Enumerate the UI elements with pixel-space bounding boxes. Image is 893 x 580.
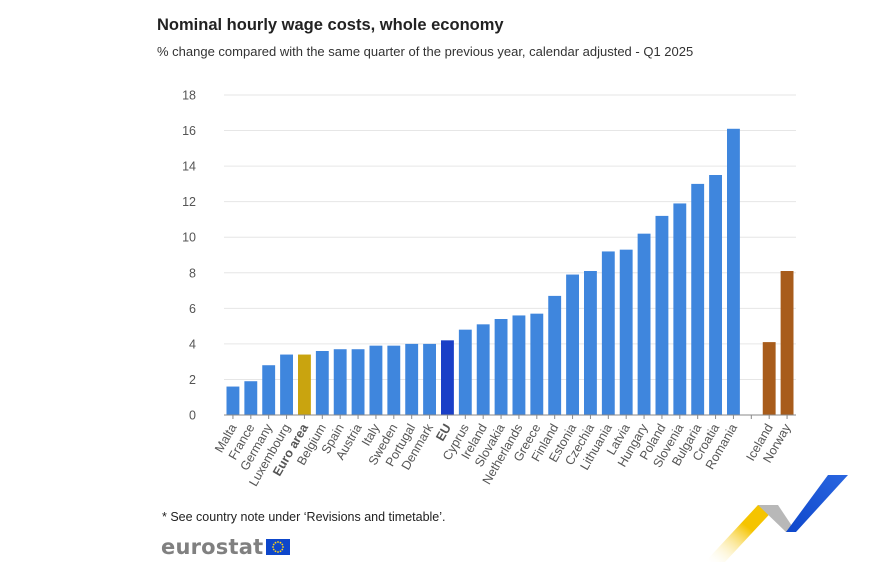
bar-sweden[interactable] bbox=[387, 345, 401, 415]
bar-cyprus[interactable] bbox=[458, 329, 472, 415]
bar-austria[interactable] bbox=[351, 349, 365, 415]
y-tick-label: 14 bbox=[182, 160, 196, 174]
bar-romania[interactable] bbox=[727, 128, 740, 415]
bar-poland[interactable] bbox=[655, 215, 669, 415]
bar-latvia[interactable] bbox=[619, 249, 633, 415]
y-axis-ticks: 0 2 4 6 8 10 12 14 16 18 bbox=[182, 89, 196, 423]
bar-croatia[interactable] bbox=[709, 175, 722, 415]
y-tick-label: 2 bbox=[189, 373, 196, 387]
bar-finland[interactable] bbox=[548, 295, 562, 415]
bar-slovakia[interactable] bbox=[494, 319, 508, 415]
bar-portugal[interactable] bbox=[405, 343, 419, 415]
bar-czechia[interactable] bbox=[584, 271, 597, 415]
bar-norway[interactable] bbox=[780, 271, 794, 415]
bar-eu[interactable] bbox=[441, 340, 454, 415]
bar-luxembourg[interactable] bbox=[280, 354, 293, 415]
y-tick-label: 0 bbox=[189, 409, 196, 423]
bar-france[interactable] bbox=[244, 381, 258, 415]
chart-subtitle: % change compared with the same quarter … bbox=[157, 44, 694, 59]
bar-belgium[interactable] bbox=[315, 351, 329, 415]
bar-hungary[interactable] bbox=[637, 233, 651, 415]
y-tick-label: 6 bbox=[189, 302, 196, 316]
bar-ireland[interactable] bbox=[476, 324, 490, 415]
bar-malta[interactable] bbox=[226, 386, 240, 415]
bar-italy[interactable] bbox=[369, 345, 383, 415]
bar-netherlands[interactable] bbox=[512, 315, 526, 415]
x-axis bbox=[224, 414, 796, 419]
y-tick-label: 4 bbox=[189, 337, 196, 351]
brand-name: eurostat bbox=[161, 535, 264, 559]
chart-title: Nominal hourly wage costs, whole economy bbox=[157, 16, 504, 34]
y-tick-label: 10 bbox=[182, 231, 196, 245]
bar-euro-area[interactable] bbox=[298, 354, 311, 415]
bar-greece[interactable] bbox=[530, 313, 544, 415]
eurostat-logo[interactable]: eurostat bbox=[161, 535, 291, 559]
bar-germany[interactable] bbox=[262, 365, 276, 415]
eu-flag-icon bbox=[266, 539, 291, 555]
bar-denmark[interactable] bbox=[423, 343, 436, 415]
y-tick-label: 16 bbox=[182, 124, 196, 138]
y-tick-label: 8 bbox=[189, 266, 196, 280]
bar-spain[interactable] bbox=[333, 349, 347, 415]
bar-slovenia[interactable] bbox=[673, 203, 687, 415]
bar-iceland[interactable] bbox=[762, 342, 776, 415]
bars bbox=[226, 128, 794, 415]
decorative-chevron-graphic bbox=[705, 475, 848, 562]
bar-estonia[interactable] bbox=[566, 274, 579, 415]
footnote: * See country note under ‘Revisions and … bbox=[162, 510, 446, 524]
bar-bulgaria[interactable] bbox=[691, 183, 705, 415]
y-tick-label: 12 bbox=[182, 195, 196, 209]
bar-lithuania[interactable] bbox=[601, 251, 615, 415]
y-tick-label: 18 bbox=[182, 89, 196, 103]
